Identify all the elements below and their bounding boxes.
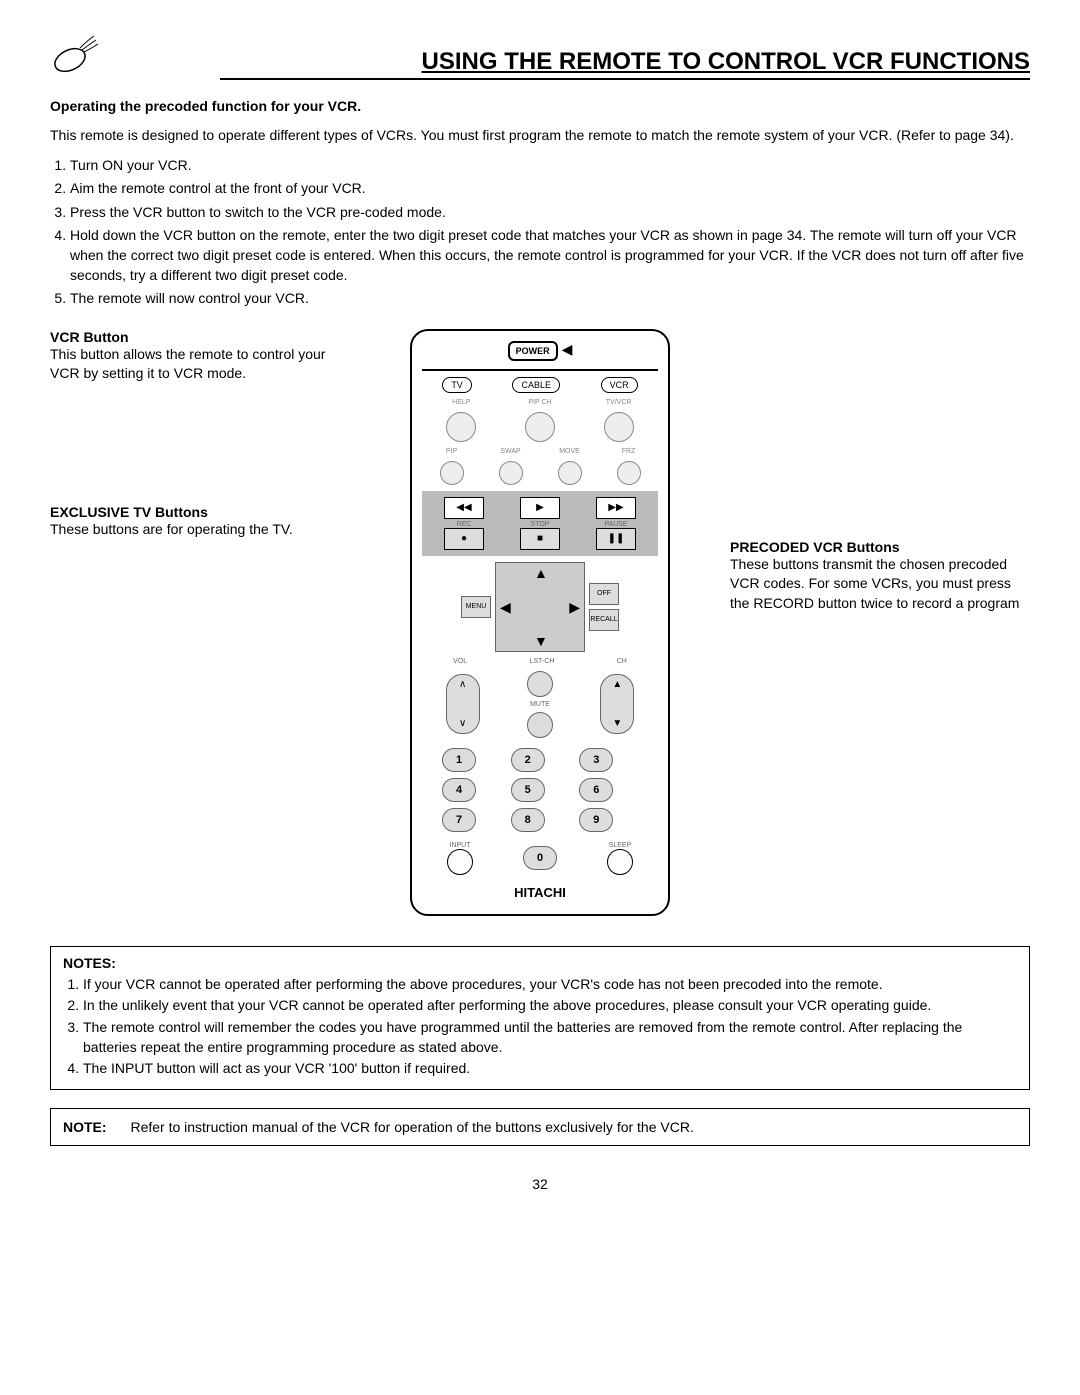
label: PAUSE bbox=[596, 521, 636, 528]
steps-list: Turn ON your VCR. Aim the remote control… bbox=[70, 156, 1030, 309]
swap-button bbox=[499, 461, 523, 485]
off-button: OFF bbox=[589, 583, 619, 605]
callout-text: These buttons are for operating the TV. bbox=[50, 520, 350, 540]
num-4: 4 bbox=[442, 778, 476, 802]
num-3: 3 bbox=[579, 748, 613, 772]
label: MOVE bbox=[548, 448, 592, 455]
step-item: Aim the remote control at the front of y… bbox=[70, 179, 1030, 199]
notes-box: NOTES: If your VCR cannot be operated af… bbox=[50, 946, 1030, 1090]
play-button: ▶ bbox=[520, 497, 560, 519]
lstch-button bbox=[527, 671, 553, 697]
notes-title: NOTES: bbox=[63, 955, 1017, 971]
label: MUTE bbox=[530, 701, 550, 708]
volume-rocker: ∧∨ bbox=[446, 674, 480, 734]
callout-text: These buttons transmit the chosen precod… bbox=[730, 555, 1030, 614]
label: STOP bbox=[520, 521, 560, 528]
num-5: 5 bbox=[511, 778, 545, 802]
label: LST-CH bbox=[529, 658, 554, 665]
tv-mode-button: TV bbox=[442, 377, 472, 393]
move-button bbox=[558, 461, 582, 485]
vcr-mode-button: VCR bbox=[601, 377, 638, 393]
input-button bbox=[447, 849, 473, 875]
label: REC bbox=[444, 521, 484, 528]
note-item: If your VCR cannot be operated after per… bbox=[83, 975, 1017, 995]
rewind-button: ◀◀ bbox=[444, 497, 484, 519]
section-heading: Operating the precoded function for your… bbox=[50, 98, 1030, 114]
note-item: In the unlikely event that your VCR cann… bbox=[83, 996, 1017, 1016]
ffwd-button: ▶▶ bbox=[596, 497, 636, 519]
single-note-box: NOTE: Refer to instruction manual of the… bbox=[50, 1108, 1030, 1146]
pause-button: ❚❚ bbox=[596, 528, 636, 550]
num-6: 6 bbox=[579, 778, 613, 802]
sleep-button bbox=[607, 849, 633, 875]
remote-diagram: VCR Button This button allows the remote… bbox=[50, 329, 1030, 916]
tvvcr-button bbox=[604, 412, 634, 442]
label: VOL bbox=[453, 658, 467, 665]
num-2: 2 bbox=[511, 748, 545, 772]
page-title: USING THE REMOTE TO CONTROL VCR FUNCTION… bbox=[220, 48, 1030, 80]
note-item: The INPUT button will act as your VCR '1… bbox=[83, 1059, 1017, 1079]
rec-button: ● bbox=[444, 528, 484, 550]
callout-title: VCR Button bbox=[50, 329, 350, 345]
pipch-button bbox=[525, 412, 555, 442]
stop-button: ■ bbox=[520, 528, 560, 550]
dpad: ▲ ▼ ◀ ▶ bbox=[495, 562, 585, 652]
label: TV/VCR bbox=[597, 399, 641, 406]
channel-rocker: ▲▼ bbox=[600, 674, 634, 734]
help-button bbox=[446, 412, 476, 442]
step-item: Hold down the VCR button on the remote, … bbox=[70, 226, 1030, 285]
label: CH bbox=[617, 658, 627, 665]
callout-title: EXCLUSIVE TV Buttons bbox=[50, 504, 350, 520]
label: SWAP bbox=[489, 448, 533, 455]
step-item: Press the VCR button to switch to the VC… bbox=[70, 203, 1030, 223]
num-9: 9 bbox=[579, 808, 613, 832]
callout-vcr-button: VCR Button This button allows the remote… bbox=[50, 329, 350, 384]
note-item: The remote control will remember the cod… bbox=[83, 1018, 1017, 1057]
cable-mode-button: CABLE bbox=[512, 377, 560, 393]
menu-button: MENU bbox=[461, 596, 491, 618]
step-item: Turn ON your VCR. bbox=[70, 156, 1030, 176]
page-header: USING THE REMOTE TO CONTROL VCR FUNCTION… bbox=[50, 30, 1030, 80]
pip-button bbox=[440, 461, 464, 485]
transport-panel: ◀◀ ▶ ▶▶ REC STOP PAUSE ● ■ ❚❚ bbox=[422, 491, 658, 556]
label: PIP CH bbox=[518, 399, 562, 406]
note-text: Refer to instruction manual of the VCR f… bbox=[130, 1119, 693, 1135]
label: HELP bbox=[439, 399, 483, 406]
num-1: 1 bbox=[442, 748, 476, 772]
remote-control: POWER◀ TV CABLE VCR HELP PIP CH TV/VCR P… bbox=[410, 329, 670, 916]
number-pad: 1 2 3 4 5 6 7 8 9 bbox=[422, 744, 658, 836]
num-8: 8 bbox=[511, 808, 545, 832]
recall-button: RECALL bbox=[589, 609, 619, 631]
label: INPUT bbox=[447, 842, 473, 849]
num-7: 7 bbox=[442, 808, 476, 832]
mute-button bbox=[527, 712, 553, 738]
callout-text: This button allows the remote to control… bbox=[50, 345, 350, 384]
label: PIP bbox=[430, 448, 474, 455]
page-number: 32 bbox=[50, 1176, 1030, 1192]
step-item: The remote will now control your VCR. bbox=[70, 289, 1030, 309]
frz-button bbox=[617, 461, 641, 485]
callout-precoded: PRECODED VCR Buttons These buttons trans… bbox=[730, 539, 1030, 614]
remote-brand: HITACHI bbox=[422, 885, 658, 900]
power-button: POWER bbox=[508, 341, 558, 361]
intro-paragraph: This remote is designed to operate diffe… bbox=[50, 126, 1030, 146]
callout-exclusive-tv: EXCLUSIVE TV Buttons These buttons are f… bbox=[50, 504, 350, 540]
num-0: 0 bbox=[523, 846, 557, 870]
callout-title: PRECODED VCR Buttons bbox=[730, 539, 1030, 555]
note-label: NOTE: bbox=[63, 1119, 107, 1135]
brand-logo bbox=[50, 30, 100, 80]
label: FRZ bbox=[607, 448, 651, 455]
label: SLEEP bbox=[607, 842, 633, 849]
